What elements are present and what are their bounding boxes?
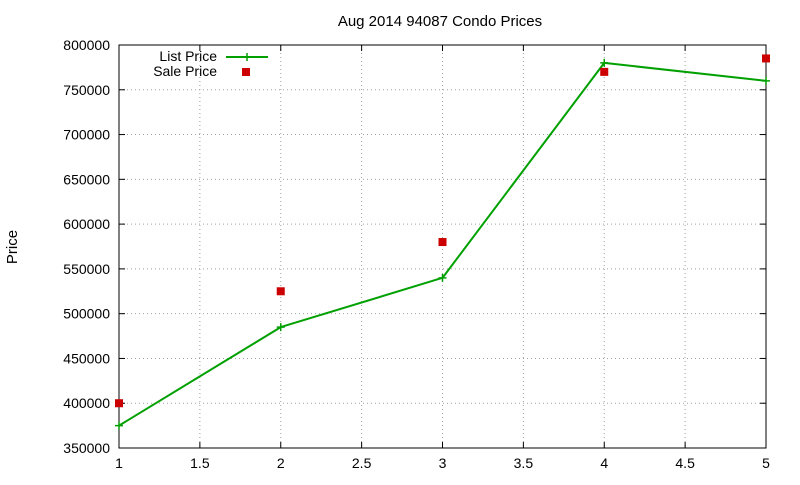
x-tick-label: 2.5 [352, 455, 372, 471]
y-axis-label: Price [4, 230, 21, 264]
legend-label-sale-price: Sale Price [153, 63, 217, 79]
x-tick-label: 1.5 [190, 455, 210, 471]
y-tick-label: 350000 [63, 440, 110, 456]
y-tick-label: 450000 [63, 350, 110, 366]
y-tick-label: 800000 [63, 37, 110, 53]
plot-frame [118, 44, 767, 449]
y-axis-ticks: 350000 400000 450000 500000 550000 600000 6500… [63, 37, 766, 456]
legend-marker-sale-price [242, 68, 250, 76]
legend-marker-list-price [243, 53, 251, 61]
sale-price-point [600, 67, 609, 76]
list-price-point [115, 421, 123, 430]
y-tick-label: 500000 [63, 306, 110, 322]
grid-lines [119, 45, 766, 448]
x-tick-label: 3 [439, 455, 447, 471]
sale-price-point [762, 54, 770, 63]
x-tick-label: 4.5 [675, 455, 695, 471]
x-tick-label: 2 [277, 455, 285, 471]
y-tick-label: 750000 [63, 82, 110, 98]
series-layer [115, 54, 770, 430]
y-tick-label: 600000 [63, 216, 110, 232]
legend-label-list-price: List Price [159, 48, 217, 64]
x-axis-ticks: 1 1.5 2 2.5 3 3.5 4 4.5 5 [115, 45, 770, 471]
y-tick-label: 400000 [63, 395, 110, 411]
list-price-point [438, 273, 447, 282]
x-tick-label: 4 [600, 455, 608, 471]
sale-price-point [115, 399, 123, 408]
y-tick-label: 550000 [63, 261, 110, 277]
x-tick-label: 1 [115, 455, 123, 471]
list-price-point [762, 76, 770, 85]
list-price-point [600, 58, 609, 67]
y-tick-label: 650000 [63, 171, 110, 187]
x-tick-label: 3.5 [514, 455, 534, 471]
sale-price-point [438, 238, 447, 247]
list-price-point [276, 323, 285, 332]
sale-price-point [276, 287, 285, 296]
y-tick-label: 700000 [63, 127, 110, 143]
x-tick-label: 5 [762, 455, 770, 471]
chart-title: Aug 2014 94087 Condo Prices [338, 13, 542, 30]
